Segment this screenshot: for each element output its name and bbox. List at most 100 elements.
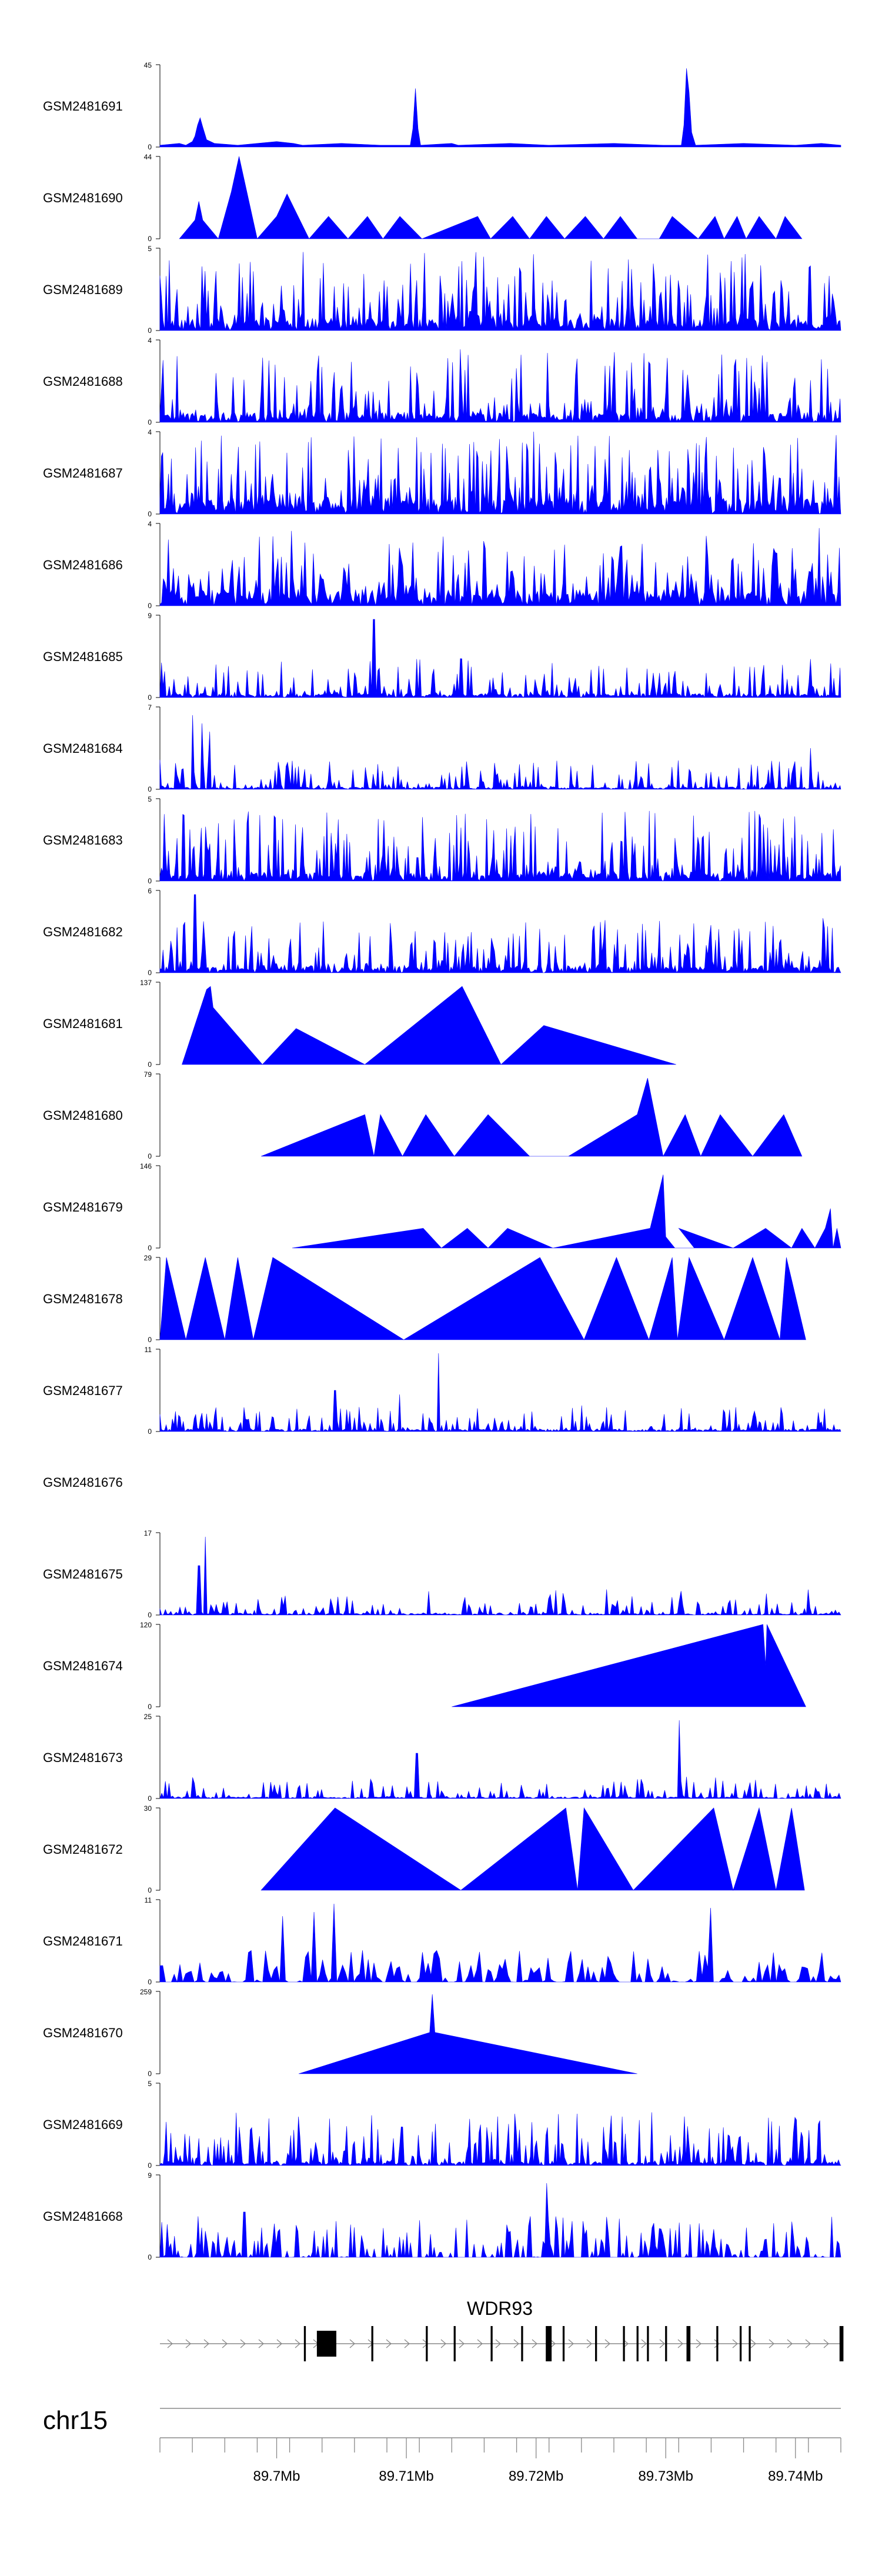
track-label: GSM2481675 [43, 1567, 123, 1581]
track-label: GSM2481679 [43, 1200, 123, 1214]
y-tick-label-max: 4 [148, 336, 152, 345]
strand-arrow [276, 2339, 282, 2348]
track-GSM2481678: GSM2481678 29 0 [43, 1254, 806, 1344]
y-tick-label-min: 0 [148, 693, 152, 702]
y-tick-label-min: 0 [148, 1978, 152, 1986]
track-label: GSM2481668 [43, 2209, 123, 2224]
track-GSM2481687: GSM2481687 4 0 [43, 428, 841, 518]
exon [303, 2326, 306, 2361]
track-GSM2481691: GSM2481691 45 0 [43, 61, 841, 151]
strand-arrow [714, 2339, 720, 2348]
y-tick-label-max: 11 [145, 1896, 152, 1904]
x-tick-label: 89.73Mb [639, 2468, 693, 2484]
gene-model-track: WDR93 [160, 2298, 844, 2361]
y-tick-label-min: 0 [148, 235, 152, 243]
strand-arrow [787, 2339, 793, 2348]
x-tick-label: 89.74Mb [768, 2468, 823, 2484]
coverage-area [159, 715, 841, 790]
strand-arrow [240, 2339, 246, 2348]
exon [647, 2326, 649, 2361]
strand-arrow [696, 2339, 701, 2348]
track-label: GSM2481690 [43, 191, 123, 205]
y-tick-label-max: 4 [148, 520, 152, 528]
exon [686, 2326, 691, 2361]
coverage-area [159, 2112, 841, 2166]
y-tick-label-max: 45 [144, 61, 152, 69]
exon [739, 2326, 742, 2361]
exon [665, 2326, 667, 2361]
y-tick-label-max: 146 [140, 1162, 152, 1170]
track-GSM2481688: GSM2481688 4 0 [43, 336, 841, 426]
strand-arrow [532, 2339, 537, 2348]
coverage-area [159, 2183, 841, 2258]
y-tick-label-max: 5 [148, 2080, 152, 2088]
track-label: GSM2481673 [43, 1750, 123, 1765]
coverage-area [179, 156, 803, 239]
track-label: GSM2481682 [43, 925, 123, 939]
track-GSM2481671: GSM2481671 11 0 [43, 1896, 841, 1986]
y-tick-label-min: 0 [148, 1794, 152, 1803]
y-tick-label-min: 0 [148, 969, 152, 977]
strand-arrow [386, 2339, 392, 2348]
track-GSM2481677: GSM2481677 11 0 [43, 1346, 841, 1436]
strand-arrow [349, 2339, 355, 2348]
track-GSM2481668: GSM2481668 9 0 [43, 2171, 841, 2261]
track-label: GSM2481671 [43, 1934, 123, 1948]
coverage-area [159, 431, 841, 515]
exon [546, 2326, 552, 2361]
y-tick-label-min: 0 [148, 1703, 152, 1711]
coverage-area [159, 252, 841, 331]
coverage-area [260, 1078, 803, 1157]
strand-arrow [459, 2339, 465, 2348]
strand-arrow [769, 2339, 774, 2348]
y-tick-label-min: 0 [148, 602, 152, 610]
y-tick-label-min: 0 [148, 143, 152, 151]
track-label: GSM2481678 [43, 1292, 123, 1306]
coverage-area [159, 1256, 806, 1340]
y-tick-label-max: 79 [144, 1070, 152, 1079]
track-label: GSM2481669 [43, 2117, 123, 2132]
exon [562, 2326, 565, 2361]
y-tick-label-max: 5 [148, 795, 152, 803]
coverage-area [452, 1624, 806, 1707]
exon [839, 2326, 844, 2361]
track-label: GSM2481672 [43, 1842, 123, 1857]
exon [371, 2326, 373, 2361]
coverage-area [159, 68, 841, 148]
y-tick-label-max: 6 [148, 887, 152, 895]
y-tick-label-max: 9 [148, 612, 152, 620]
y-tick-label-min: 0 [148, 785, 152, 793]
strand-arrow [805, 2339, 811, 2348]
track-GSM2481685: GSM2481685 9 0 [43, 612, 841, 702]
track-GSM2481682: GSM2481682 6 0 [43, 887, 841, 977]
y-tick-label-min: 0 [148, 877, 152, 885]
track-label: GSM2481684 [43, 741, 123, 756]
x-tick-label: 89.71Mb [379, 2468, 433, 2484]
coverage-area [159, 1353, 841, 1432]
strand-arrow [750, 2339, 756, 2348]
coverage-area [182, 986, 676, 1065]
y-tick-label-max: 17 [144, 1529, 152, 1537]
y-tick-label-min: 0 [148, 1060, 152, 1069]
track-label: GSM2481676 [43, 1475, 123, 1490]
strand-arrow [586, 2339, 592, 2348]
genome-axis-track: chr15 89.7Mb 89.71Mb 89.72Mb 89.73Mb 89.74Mb [43, 2406, 841, 2484]
strand-arrow [732, 2339, 738, 2348]
y-tick-label-max: 11 [145, 1346, 152, 1354]
strand-arrow [568, 2339, 574, 2348]
y-tick-label-max: 4 [148, 428, 152, 436]
y-tick-label-max: 9 [148, 2171, 152, 2180]
track-GSM2481676: GSM2481676 [43, 1475, 123, 1490]
y-tick-label-min: 0 [148, 2070, 152, 2078]
coverage-area [159, 894, 841, 973]
track-label: GSM2481687 [43, 466, 123, 481]
strand-arrow [641, 2339, 647, 2348]
exon [316, 2331, 336, 2357]
strand-arrow [222, 2339, 228, 2348]
strand-arrow [295, 2339, 300, 2348]
track-label: GSM2481680 [43, 1108, 123, 1123]
y-tick-label-min: 0 [148, 1611, 152, 1619]
strand-arrow [440, 2339, 446, 2348]
strand-arrow [477, 2339, 483, 2348]
